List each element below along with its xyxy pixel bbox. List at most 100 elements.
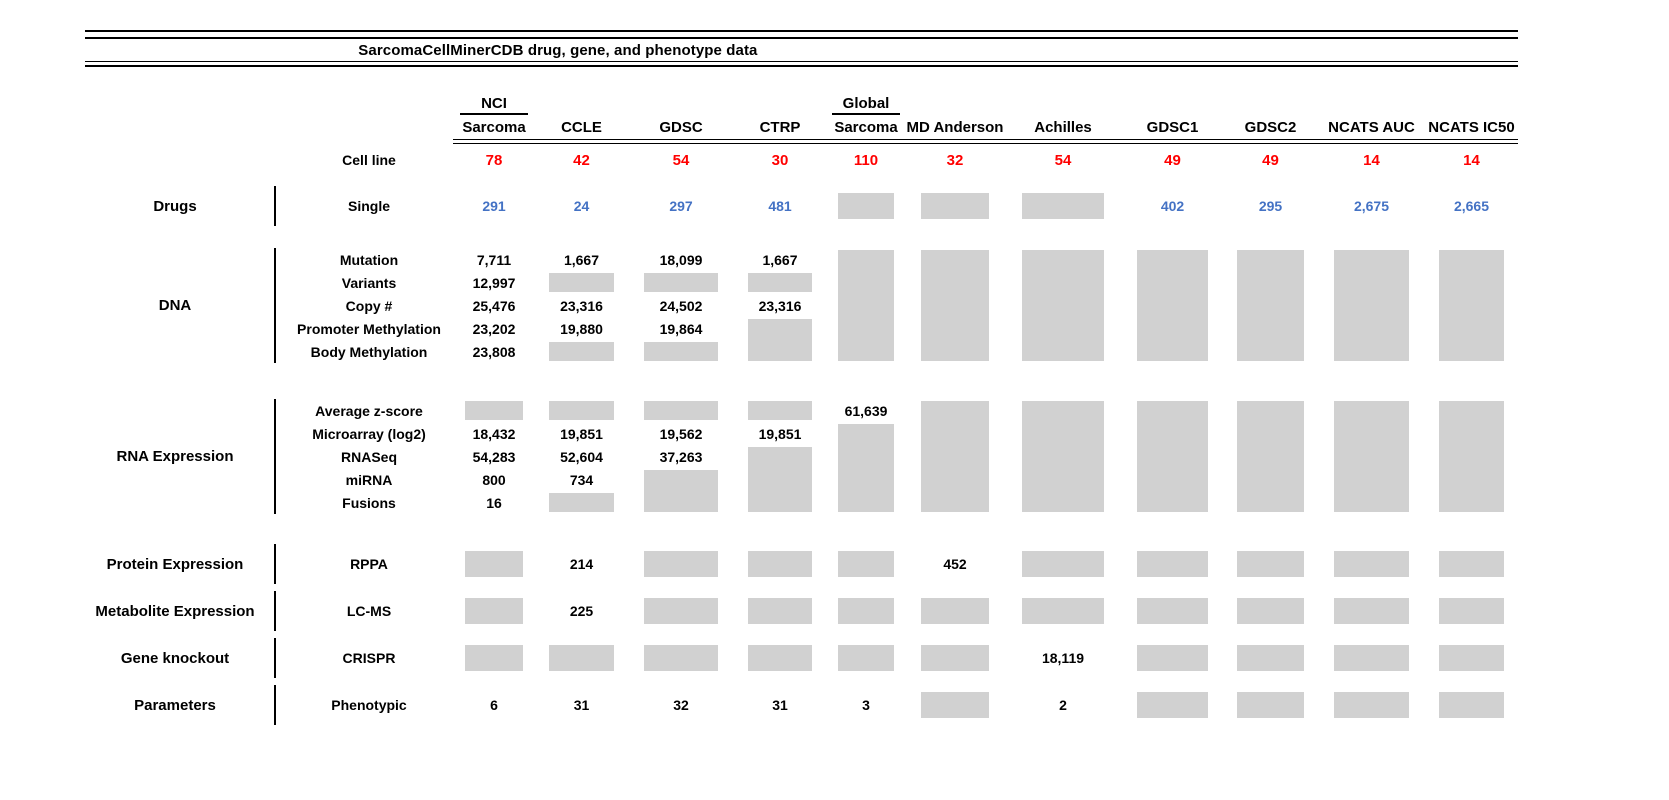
category-divider-line [274, 638, 276, 678]
row-label-copy: Copy # [345, 297, 393, 314]
no-data-box [1137, 551, 1208, 577]
column-header-sarcoma: Sarcoma [462, 119, 526, 136]
no-data-box [548, 493, 615, 512]
no-data-box [643, 342, 719, 361]
no-data-box [643, 470, 719, 512]
no-data-box [548, 342, 615, 361]
no-data-box [747, 319, 813, 361]
data-cell: 52,604 [560, 448, 603, 465]
row-label-body-methylation: Body Methylation [310, 343, 428, 360]
data-cell: 32 [673, 697, 689, 713]
cell-line-count: 54 [672, 151, 690, 169]
cell-line-count: 14 [1463, 151, 1480, 169]
cell-line-row: Cell line 78 42 54 30 110 32 54 49 49 14 14 [85, 147, 1518, 173]
no-data-box [747, 273, 813, 292]
column-header-ccle: CCLE [561, 119, 602, 136]
no-data-box [838, 193, 894, 219]
data-cell: 19,851 [758, 425, 802, 442]
data-cell: 291 [482, 198, 506, 214]
column-header-gdsc: GDSC [659, 119, 703, 136]
group-dna: DNA Mutation 7,711 1,667 18,099 1,667 Variants… [85, 248, 1518, 363]
no-data-box [643, 401, 719, 420]
row-label-lc-ms: LC-MS [346, 603, 392, 619]
no-data-box [1021, 250, 1105, 361]
data-cell: 31 [772, 697, 788, 713]
no-data-box [1334, 598, 1409, 624]
group-gene-knockout: Gene knockout CRISPR 18,119 [85, 638, 1518, 678]
no-data-box [1137, 645, 1208, 671]
cell-line-count: 14 [1363, 151, 1380, 169]
table-header: NCI Sarcoma CCLE GDSC CTRP Global Sarcoma MD An… [85, 91, 1518, 147]
column-header-top-nci: NCI [459, 95, 529, 115]
data-cell: 19,864 [659, 320, 703, 337]
column-header-ncats-ic50: NCATS IC50 [1428, 119, 1515, 136]
no-data-box [1021, 598, 1105, 624]
no-data-box [548, 273, 615, 292]
no-data-box [1438, 598, 1505, 624]
data-cell: 1,667 [563, 251, 600, 268]
no-data-box [1334, 250, 1409, 361]
data-cell: 23,316 [758, 297, 802, 314]
column-header-gdsc2: GDSC2 [1244, 119, 1297, 136]
data-cell: 481 [768, 198, 792, 214]
no-data-box [747, 645, 813, 671]
no-data-box [1021, 401, 1105, 512]
row-label-mutation: Mutation [339, 251, 399, 268]
data-cell: 25,476 [472, 297, 516, 314]
no-data-box [1237, 645, 1304, 671]
no-data-box [747, 598, 813, 624]
no-data-box [920, 193, 990, 219]
cell-line-count: 78 [485, 151, 503, 169]
data-cell: 23,316 [560, 297, 603, 314]
data-cell: 12,997 [472, 274, 516, 291]
figure-title-row: SarcomaCellMinerCDB drug, gene, and phen… [85, 39, 1518, 61]
no-data-box [1237, 692, 1304, 718]
title-bottom-rule [85, 61, 1518, 67]
data-cell: 61,639 [844, 402, 888, 419]
data-cell: 3 [862, 697, 870, 713]
data-cell: 19,851 [560, 425, 603, 442]
column-header-ncats-auc: NCATS AUC [1328, 119, 1415, 136]
row-label-single: Single [347, 198, 390, 214]
data-cell: 18,432 [472, 425, 516, 442]
cell-line-count: 30 [771, 151, 789, 169]
data-cell: 19,562 [659, 425, 703, 442]
no-data-box [643, 273, 719, 292]
no-data-box [1137, 692, 1208, 718]
no-data-box [1137, 401, 1208, 512]
row-label-fusions: Fusions [342, 494, 396, 511]
no-data-box [1438, 401, 1505, 512]
no-data-box [920, 598, 990, 624]
data-cell: 297 [669, 198, 693, 214]
no-data-box [920, 645, 990, 671]
no-data-box [838, 598, 894, 624]
row-label-variants: Variants [341, 274, 397, 291]
no-data-box [465, 645, 523, 671]
no-data-box [1334, 692, 1409, 718]
data-cell: 800 [482, 471, 506, 488]
cell-line-count: 54 [1054, 151, 1072, 169]
data-cell: 24 [573, 198, 590, 214]
data-cell: 19,880 [560, 320, 603, 337]
data-cell: 452 [943, 556, 967, 572]
figure: SarcomaCellMinerCDB drug, gene, and phen… [85, 0, 1518, 725]
category-label: Drugs [153, 197, 197, 215]
no-data-box [465, 551, 523, 577]
data-cell: 54,283 [472, 448, 516, 465]
category-label: Protein Expression [106, 555, 244, 573]
column-header-achilles: Achilles [1034, 119, 1092, 136]
data-cell: 23,202 [472, 320, 516, 337]
data-cell: 2,675 [1353, 198, 1390, 214]
cell-line-count: 49 [1262, 151, 1279, 169]
group-drugs: Drugs Single 291 24 297 481 402 295 2,675 2,665 [85, 186, 1518, 226]
no-data-box [920, 250, 990, 361]
data-cell: 214 [569, 556, 594, 572]
no-data-box [548, 645, 615, 671]
row-label-crispr: CRISPR [342, 650, 396, 666]
row-label-microarray-log2: Microarray (log2) [312, 425, 426, 442]
data-cell: 31 [573, 697, 590, 713]
row-label-promoter-methylation: Promoter Methylation [297, 320, 441, 337]
group-metabolite-expression: Metabolite Expression LC-MS 225 [85, 591, 1518, 631]
column-header-sarcoma: Sarcoma [834, 119, 898, 136]
column-header-ctrp: CTRP [759, 119, 801, 136]
